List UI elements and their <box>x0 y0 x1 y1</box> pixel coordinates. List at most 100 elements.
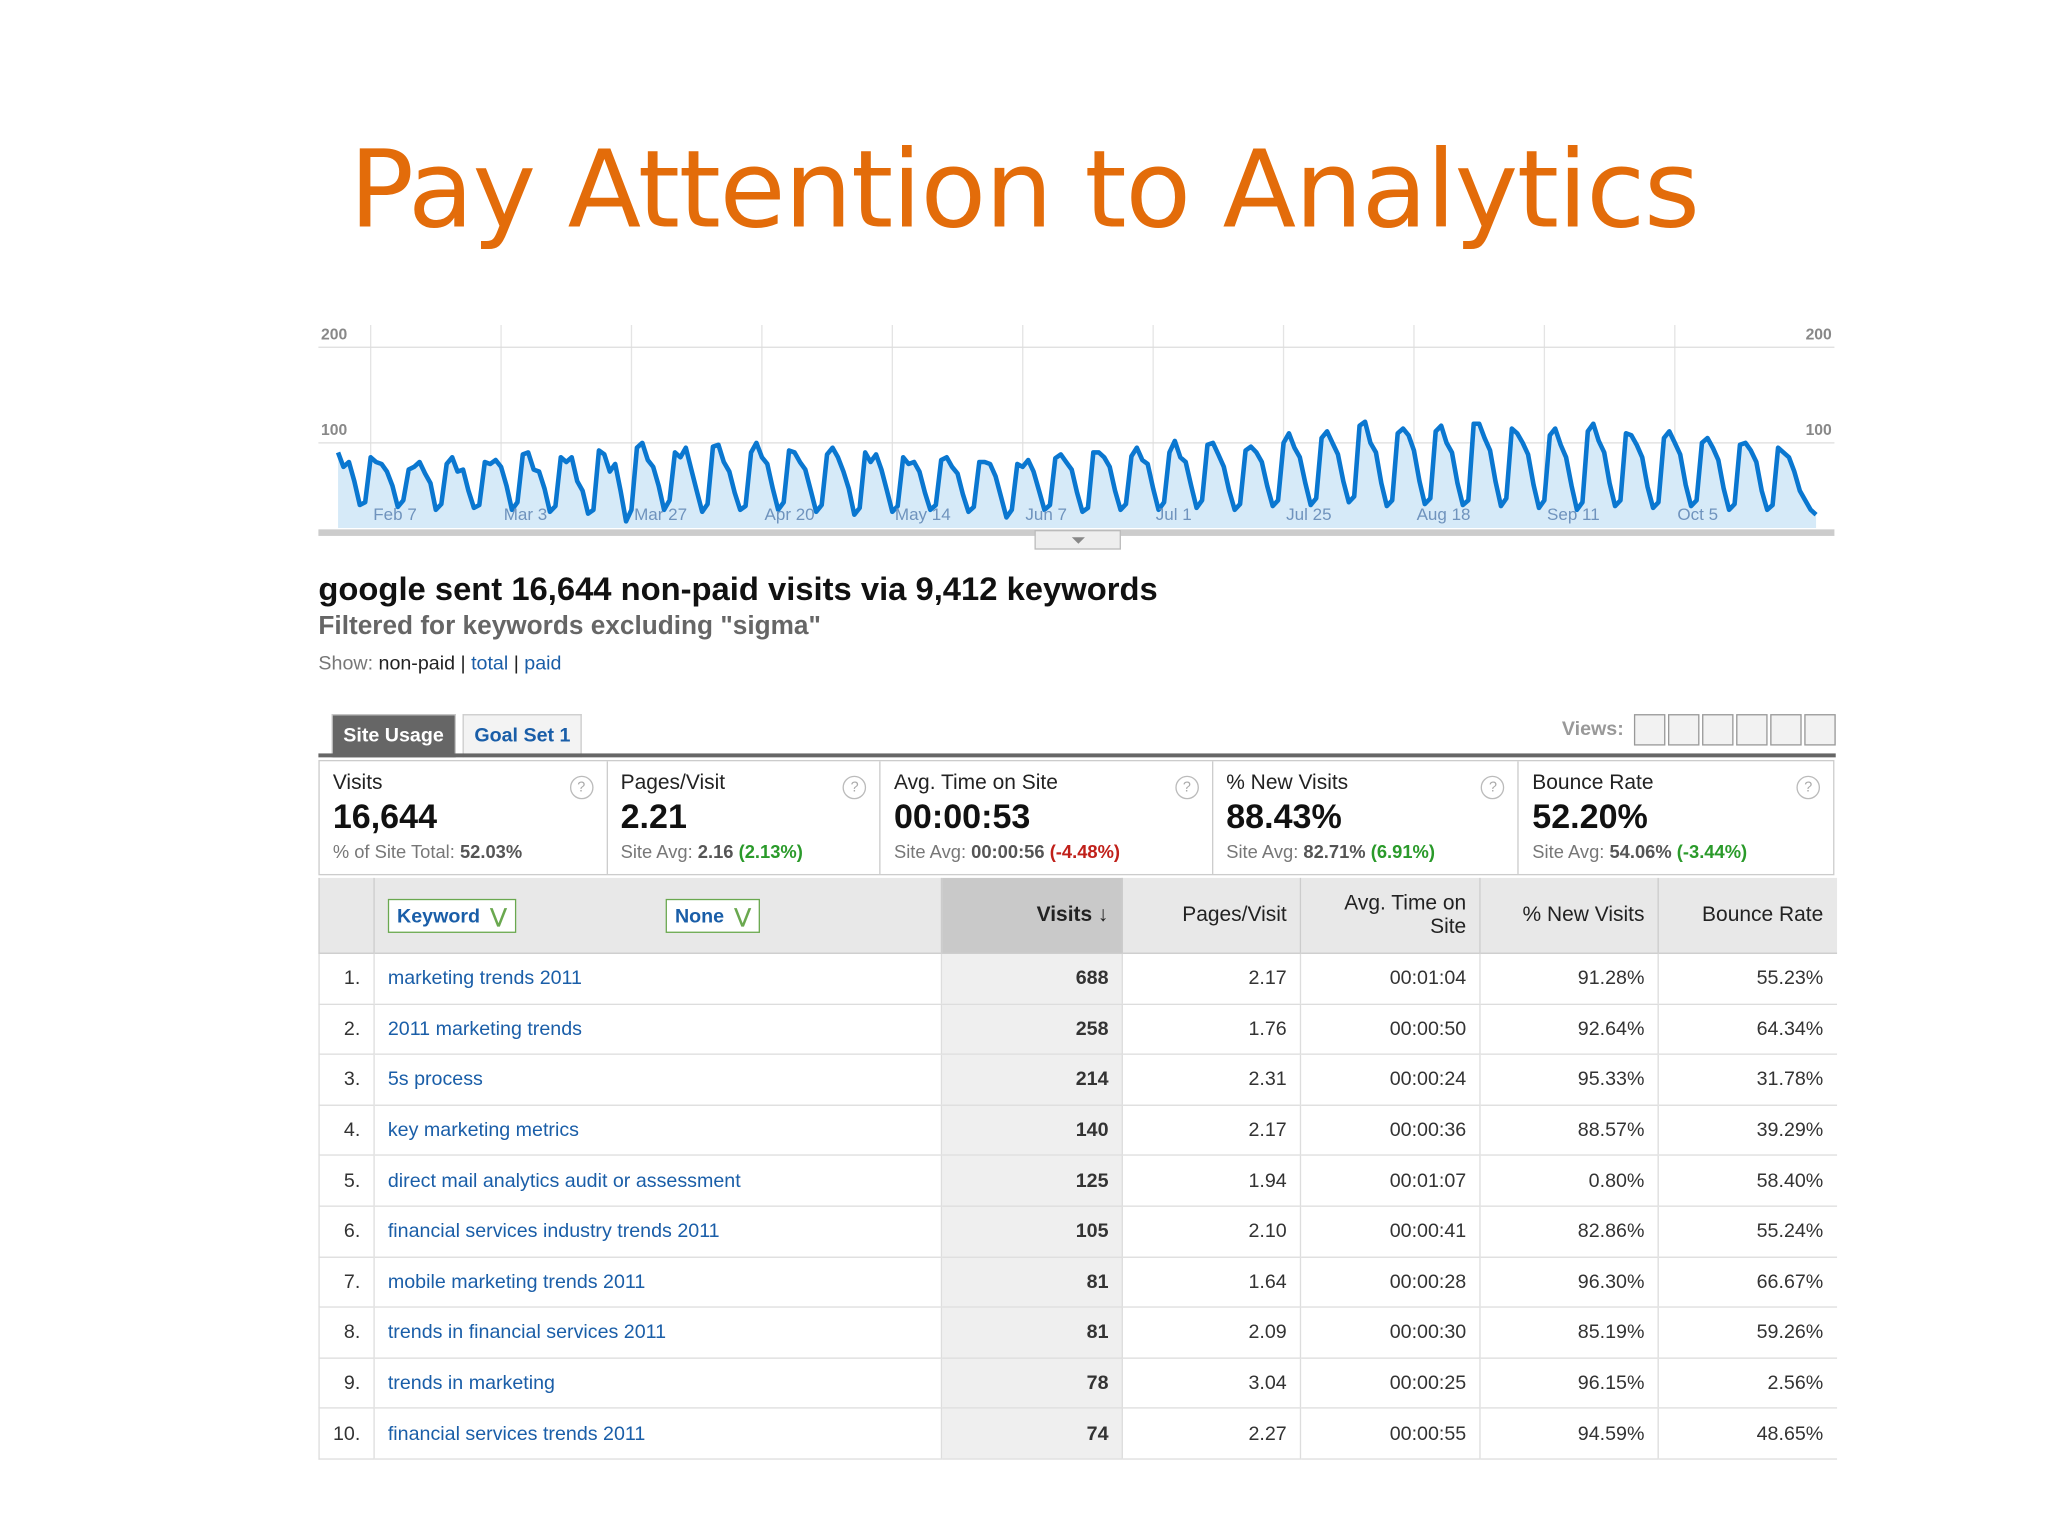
metric: Bounce Rate? 52.20% Site Avg: 54.06% (-3.4… <box>1519 761 1833 874</box>
column-header[interactable]: Avg. Time on Site <box>1299 877 1480 954</box>
table-row: 3. 5s process 214 2.31 00:00:24 95.33% 31.78% <box>318 1054 1837 1106</box>
change: (-4.48%) <box>1049 841 1121 863</box>
cell: 214 <box>940 1054 1123 1106</box>
help-icon: ? <box>1175 775 1199 800</box>
change: (2.13%) <box>738 841 803 863</box>
view-icon[interactable] <box>1804 714 1836 746</box>
cell: 2.17 <box>1121 1104 1301 1157</box>
cell: 82.86% <box>1479 1206 1659 1258</box>
cell: 92.64% <box>1479 1003 1659 1056</box>
table-row: 4. key marketing metrics 140 2.17 00:00:36 88… <box>318 1104 1837 1157</box>
column-header[interactable]: Pages/Visit <box>1121 877 1301 954</box>
column-header[interactable]: Visits ↓ <box>940 877 1123 954</box>
cell: 00:00:50 <box>1299 1003 1480 1056</box>
site-label: Site Avg: <box>1226 841 1299 863</box>
report-subheading: Filtered for keywords excluding "sigma" <box>318 611 821 641</box>
cell: 1.64 <box>1121 1256 1301 1308</box>
views-label: Views: <box>1561 718 1624 741</box>
keyword-link[interactable]: 2011 marketing trends <box>373 1003 942 1056</box>
cell: 81 <box>940 1307 1123 1359</box>
site-label: Site Avg: <box>1532 841 1605 863</box>
metric-label: Avg. Time on Site <box>893 771 1058 795</box>
show-option[interactable]: total <box>471 652 509 675</box>
report-heading: google sent 16,644 non-paid visits via 9… <box>318 571 1158 608</box>
tab[interactable]: Goal Set 1 <box>462 714 583 758</box>
x-tick-label: Sep 11 <box>1547 505 1600 524</box>
cell: 3. <box>318 1054 375 1106</box>
cell: 88.57% <box>1479 1104 1659 1157</box>
keyword-table: Keyword ⋁ None ⋁ Visits ↓ Pages/Visit Avg.… <box>318 877 1837 1460</box>
view-icon[interactable] <box>1702 714 1734 746</box>
view-icon[interactable] <box>1736 714 1768 746</box>
cell: 688 <box>940 953 1123 1005</box>
cell: 2.56% <box>1657 1357 1837 1410</box>
cell: 00:01:07 <box>1299 1155 1480 1207</box>
show-option[interactable]: paid <box>524 652 562 675</box>
cell: 74 <box>940 1408 1123 1460</box>
keyword-link[interactable]: trends in financial services 2011 <box>373 1307 942 1359</box>
keyword-link[interactable]: mobile marketing trends 2011 <box>373 1256 942 1308</box>
cell: 2.17 <box>1121 953 1301 1005</box>
dimension-header: Keyword ⋁ None ⋁ <box>373 877 942 954</box>
rank-header <box>318 877 375 954</box>
cell: 5. <box>318 1155 375 1207</box>
column-header[interactable]: % New Visits <box>1479 877 1659 954</box>
header-text: Visits <box>1036 903 1093 926</box>
show-label: Show: <box>318 652 374 675</box>
metric-site: Site Avg: 2.16 (2.13%) <box>621 841 867 862</box>
dropdown-label: None <box>674 904 725 928</box>
keyword-link[interactable]: 5s process <box>373 1054 942 1106</box>
x-tick-label: Oct 5 <box>1677 505 1718 524</box>
cell: 81 <box>940 1256 1123 1308</box>
cell: 64.34% <box>1657 1003 1837 1056</box>
y-tick-label: 100 <box>321 422 347 439</box>
cell: 96.30% <box>1479 1256 1659 1308</box>
icon: ⋁ <box>734 904 751 928</box>
table-row: 2. 2011 marketing trends 258 1.76 00:00:50 92… <box>318 1003 1837 1056</box>
keyword-link[interactable]: direct mail analytics audit or assessmen… <box>373 1155 942 1207</box>
slide-title: Pay Attention to Analytics <box>349 128 1700 253</box>
keyword-link[interactable]: financial services trends 2011 <box>373 1408 942 1460</box>
cell: 00:00:30 <box>1299 1307 1480 1359</box>
keyword-link[interactable]: key marketing metrics <box>373 1104 942 1157</box>
tab[interactable]: Site Usage <box>331 714 456 758</box>
tab-rule <box>318 753 1836 758</box>
cell: 00:00:36 <box>1299 1104 1480 1157</box>
show-option[interactable]: non-paid <box>378 652 456 675</box>
x-tick-label: Mar 3 <box>504 505 547 524</box>
cell: 00:00:24 <box>1299 1054 1480 1106</box>
metric-label: Pages/Visit <box>620 771 726 795</box>
keyword-link[interactable]: marketing trends 2011 <box>373 953 942 1005</box>
column-header[interactable]: Bounce Rate <box>1657 877 1837 954</box>
metric-site: % of Site Total: 52.03% <box>333 841 593 862</box>
view-icon[interactable] <box>1770 714 1802 746</box>
keyword-link[interactable]: trends in marketing <box>373 1357 942 1410</box>
x-tick-label: Feb 7 <box>373 505 417 524</box>
area <box>338 421 1817 529</box>
metrics-bar: Visits? 16,644 % of Site Total: 52.03% Page… <box>318 759 1835 876</box>
cell: 31.78% <box>1657 1054 1837 1106</box>
view-icon[interactable] <box>1633 714 1666 746</box>
keyword-link[interactable]: financial services industry trends 2011 <box>373 1206 942 1258</box>
cell: 58.40% <box>1657 1155 1837 1207</box>
cell: 2.10 <box>1121 1206 1301 1258</box>
cell: 66.67% <box>1657 1256 1837 1308</box>
view-icon[interactable] <box>1668 714 1700 746</box>
cell: 00:00:55 <box>1299 1408 1480 1460</box>
site-label: Site Avg: <box>620 841 693 863</box>
cell: 9. <box>318 1357 375 1410</box>
line <box>335 419 1818 524</box>
show-options: Show: non-paid | total | paid <box>318 653 561 675</box>
cell: 55.23% <box>1657 953 1837 1005</box>
table-row: 8. trends in financial services 2011 81 2.0… <box>318 1307 1837 1359</box>
cell: 1. <box>318 953 375 1005</box>
cell: 2.31 <box>1121 1054 1301 1106</box>
cell: 00:00:41 <box>1299 1206 1480 1258</box>
cell: 78 <box>940 1357 1123 1410</box>
dropdown[interactable]: Keyword ⋁ <box>387 898 516 933</box>
cell: 140 <box>940 1104 1123 1157</box>
cell: 85.19% <box>1479 1307 1659 1359</box>
x-tick-label: Mar 27 <box>634 505 687 524</box>
dropdown[interactable]: None ⋁ <box>665 898 760 933</box>
metric: Avg. Time on Site? 00:00:53 Site Avg: 00:0… <box>881 761 1214 874</box>
